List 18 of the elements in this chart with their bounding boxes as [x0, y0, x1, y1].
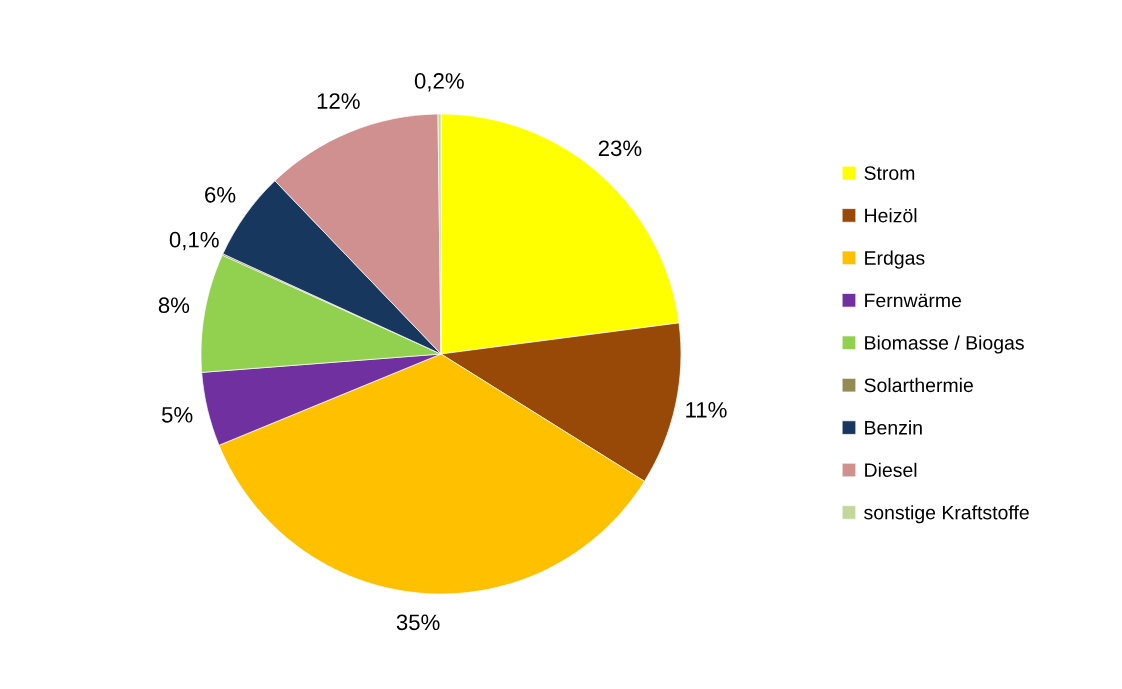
data-label: 0,1% — [169, 231, 219, 251]
legend-label: sonstige Kraftstoffe — [864, 505, 1029, 524]
data-label: 11% — [686, 402, 727, 418]
data-label: 5% — [161, 407, 193, 423]
legend-label: Solarthermie — [864, 377, 973, 393]
data-label: 35% — [396, 614, 440, 631]
data-label: 12% — [317, 93, 360, 109]
data-label: 8% — [158, 297, 190, 314]
legend-label: Strom — [864, 166, 915, 180]
legend-label: Diesel — [865, 462, 917, 478]
legend-label: Biomasse / Biogas — [865, 335, 1024, 354]
legend-label: Heizöl — [865, 208, 917, 223]
data-label: 6% — [205, 186, 236, 203]
data-label: 23% — [598, 140, 642, 157]
legend-label: Fernwärme — [865, 293, 962, 308]
legend-label: Erdgas — [865, 250, 925, 269]
data-label: 0,2% — [414, 73, 464, 92]
legend-label: Benzin — [865, 420, 922, 435]
